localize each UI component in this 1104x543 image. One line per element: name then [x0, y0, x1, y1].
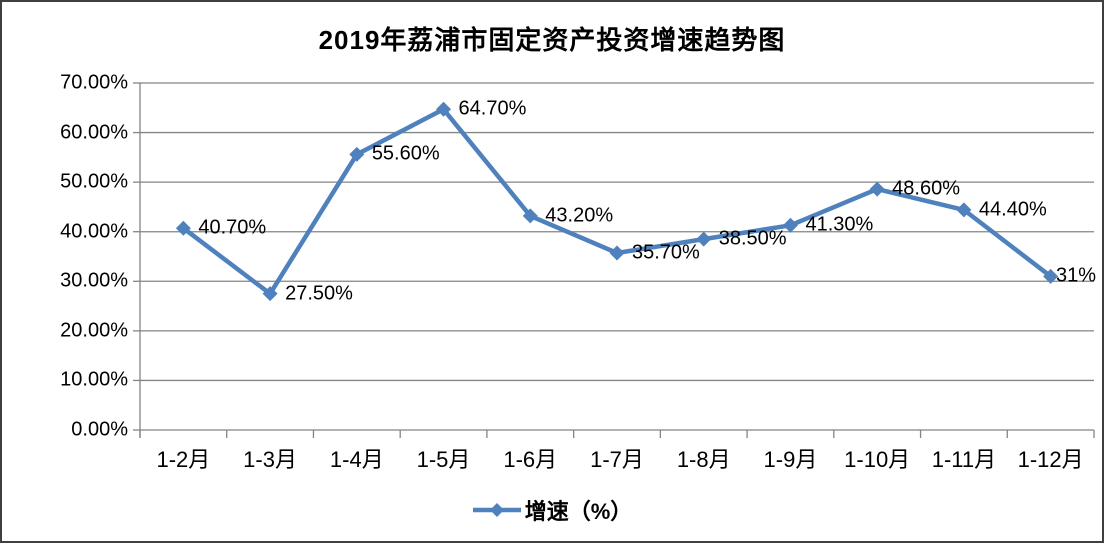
x-axis-label: 1-2月: [156, 447, 211, 472]
y-axis-label: 10.00%: [60, 368, 128, 391]
data-point-marker: [262, 286, 278, 302]
data-label: 41.30%: [805, 213, 874, 236]
legend-line-marker-icon: [472, 503, 521, 517]
data-label: 55.60%: [371, 142, 440, 165]
data-label: 27.50%: [285, 282, 353, 305]
data-point-marker: [956, 202, 972, 218]
data-label: 38.50%: [718, 227, 787, 250]
x-axis-label: 1-8月: [676, 447, 731, 472]
y-axis-label: 20.00%: [60, 319, 128, 342]
x-axis-label: 1-10月: [844, 447, 911, 472]
x-axis-label: 1-7月: [590, 447, 644, 472]
data-point-marker: [869, 181, 885, 197]
legend: 增速（%）: [2, 494, 1102, 526]
y-axis-label: 40.00%: [60, 220, 128, 243]
data-label: 40.70%: [198, 216, 267, 239]
data-label: 35.70%: [632, 241, 700, 264]
y-axis-label: 50.00%: [60, 170, 128, 193]
data-point-marker: [522, 208, 538, 224]
data-label: 48.60%: [892, 177, 961, 200]
data-point-marker: [782, 217, 798, 233]
data-label: 43.20%: [545, 204, 614, 227]
y-axis-label: 60.00%: [60, 121, 128, 144]
y-axis-label: 70.00%: [60, 71, 128, 94]
data-point-marker: [349, 146, 365, 162]
data-point-marker: [609, 245, 625, 261]
data-point-marker: [436, 101, 452, 117]
data-point-marker: [175, 220, 191, 236]
trend-line: [181, 107, 1053, 296]
x-axis-label: 1-9月: [763, 447, 818, 472]
y-axis-label: 30.00%: [60, 269, 128, 292]
x-axis-label: 1-6月: [503, 447, 558, 472]
x-axis-label: 1-11月: [931, 447, 997, 472]
chart-title: 2019年荔浦市固定资产投资增速趋势图: [318, 25, 786, 55]
data-label: 44.40%: [978, 198, 1047, 221]
x-axis-label: 1-5月: [416, 447, 471, 472]
x-axis-label: 1-12月: [1017, 447, 1084, 472]
y-axis-label: 0.00%: [71, 418, 128, 441]
x-axis-label: 1-3月: [243, 447, 297, 472]
data-point-marker: [1043, 268, 1059, 284]
data-label: 64.70%: [458, 97, 527, 120]
data-point-marker: [696, 231, 712, 247]
x-axis-label: 1-4月: [329, 447, 384, 472]
data-label: 31%: [1056, 264, 1097, 287]
legend-label: 增速（%）: [524, 499, 633, 524]
